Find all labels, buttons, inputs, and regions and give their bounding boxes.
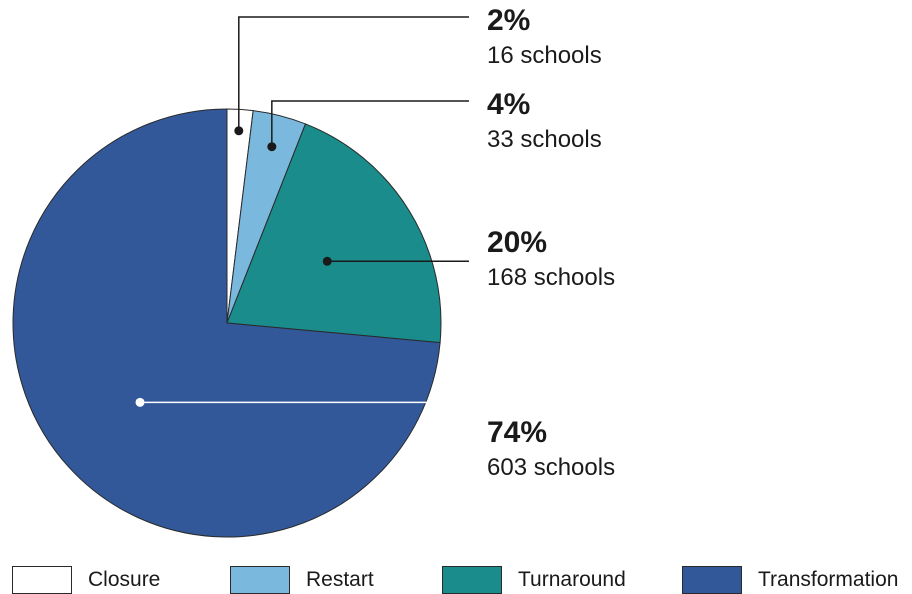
- slice-count-closure: 16 schools: [487, 42, 602, 69]
- slice-percent-restart: 4%: [487, 88, 530, 121]
- slice-percent-transformation: 74%: [487, 416, 547, 449]
- slice-percent-turnaround: 20%: [487, 226, 547, 259]
- slice-labels: 2% 16 schools 4% 33 schools 20% 168 schools 74…: [487, 4, 615, 481]
- legend-swatch-turnaround: [442, 566, 502, 594]
- slice-count-turnaround: 168 schools: [487, 264, 615, 291]
- leader-dot-restart: [267, 142, 277, 152]
- slice-percent-closure: 2%: [487, 4, 530, 37]
- legend-label-turnaround: Turnaround: [518, 568, 626, 591]
- legend-swatch-closure: [12, 566, 72, 594]
- legend-label-restart: Restart: [306, 568, 374, 591]
- pie-chart: 2% 16 schools 4% 33 schools 20% 168 schools 74…: [12, 4, 615, 538]
- slice-count-restart: 33 schools: [487, 126, 602, 153]
- legend: Closure Restart Turnaround Transformatio…: [0, 564, 912, 594]
- legend-swatch-restart: [230, 566, 290, 594]
- legend-label-transformation: Transformation: [758, 568, 899, 591]
- leader-line-restart: [271, 100, 469, 147]
- leader-dot-turnaround: [322, 256, 332, 266]
- leader-line-closure: [238, 16, 469, 131]
- leader-dot-closure: [234, 126, 244, 136]
- legend-label-closure: Closure: [88, 568, 161, 591]
- leader-dot-transformation: [135, 397, 145, 407]
- leader-lines: [135, 16, 469, 407]
- legend-swatch-transformation: [682, 566, 742, 594]
- slice-count-transformation: 603 schools: [487, 454, 615, 481]
- pie-slice-transformation: [12, 108, 441, 538]
- pie-slices: [12, 108, 442, 538]
- pie-slice-turnaround: [226, 123, 442, 344]
